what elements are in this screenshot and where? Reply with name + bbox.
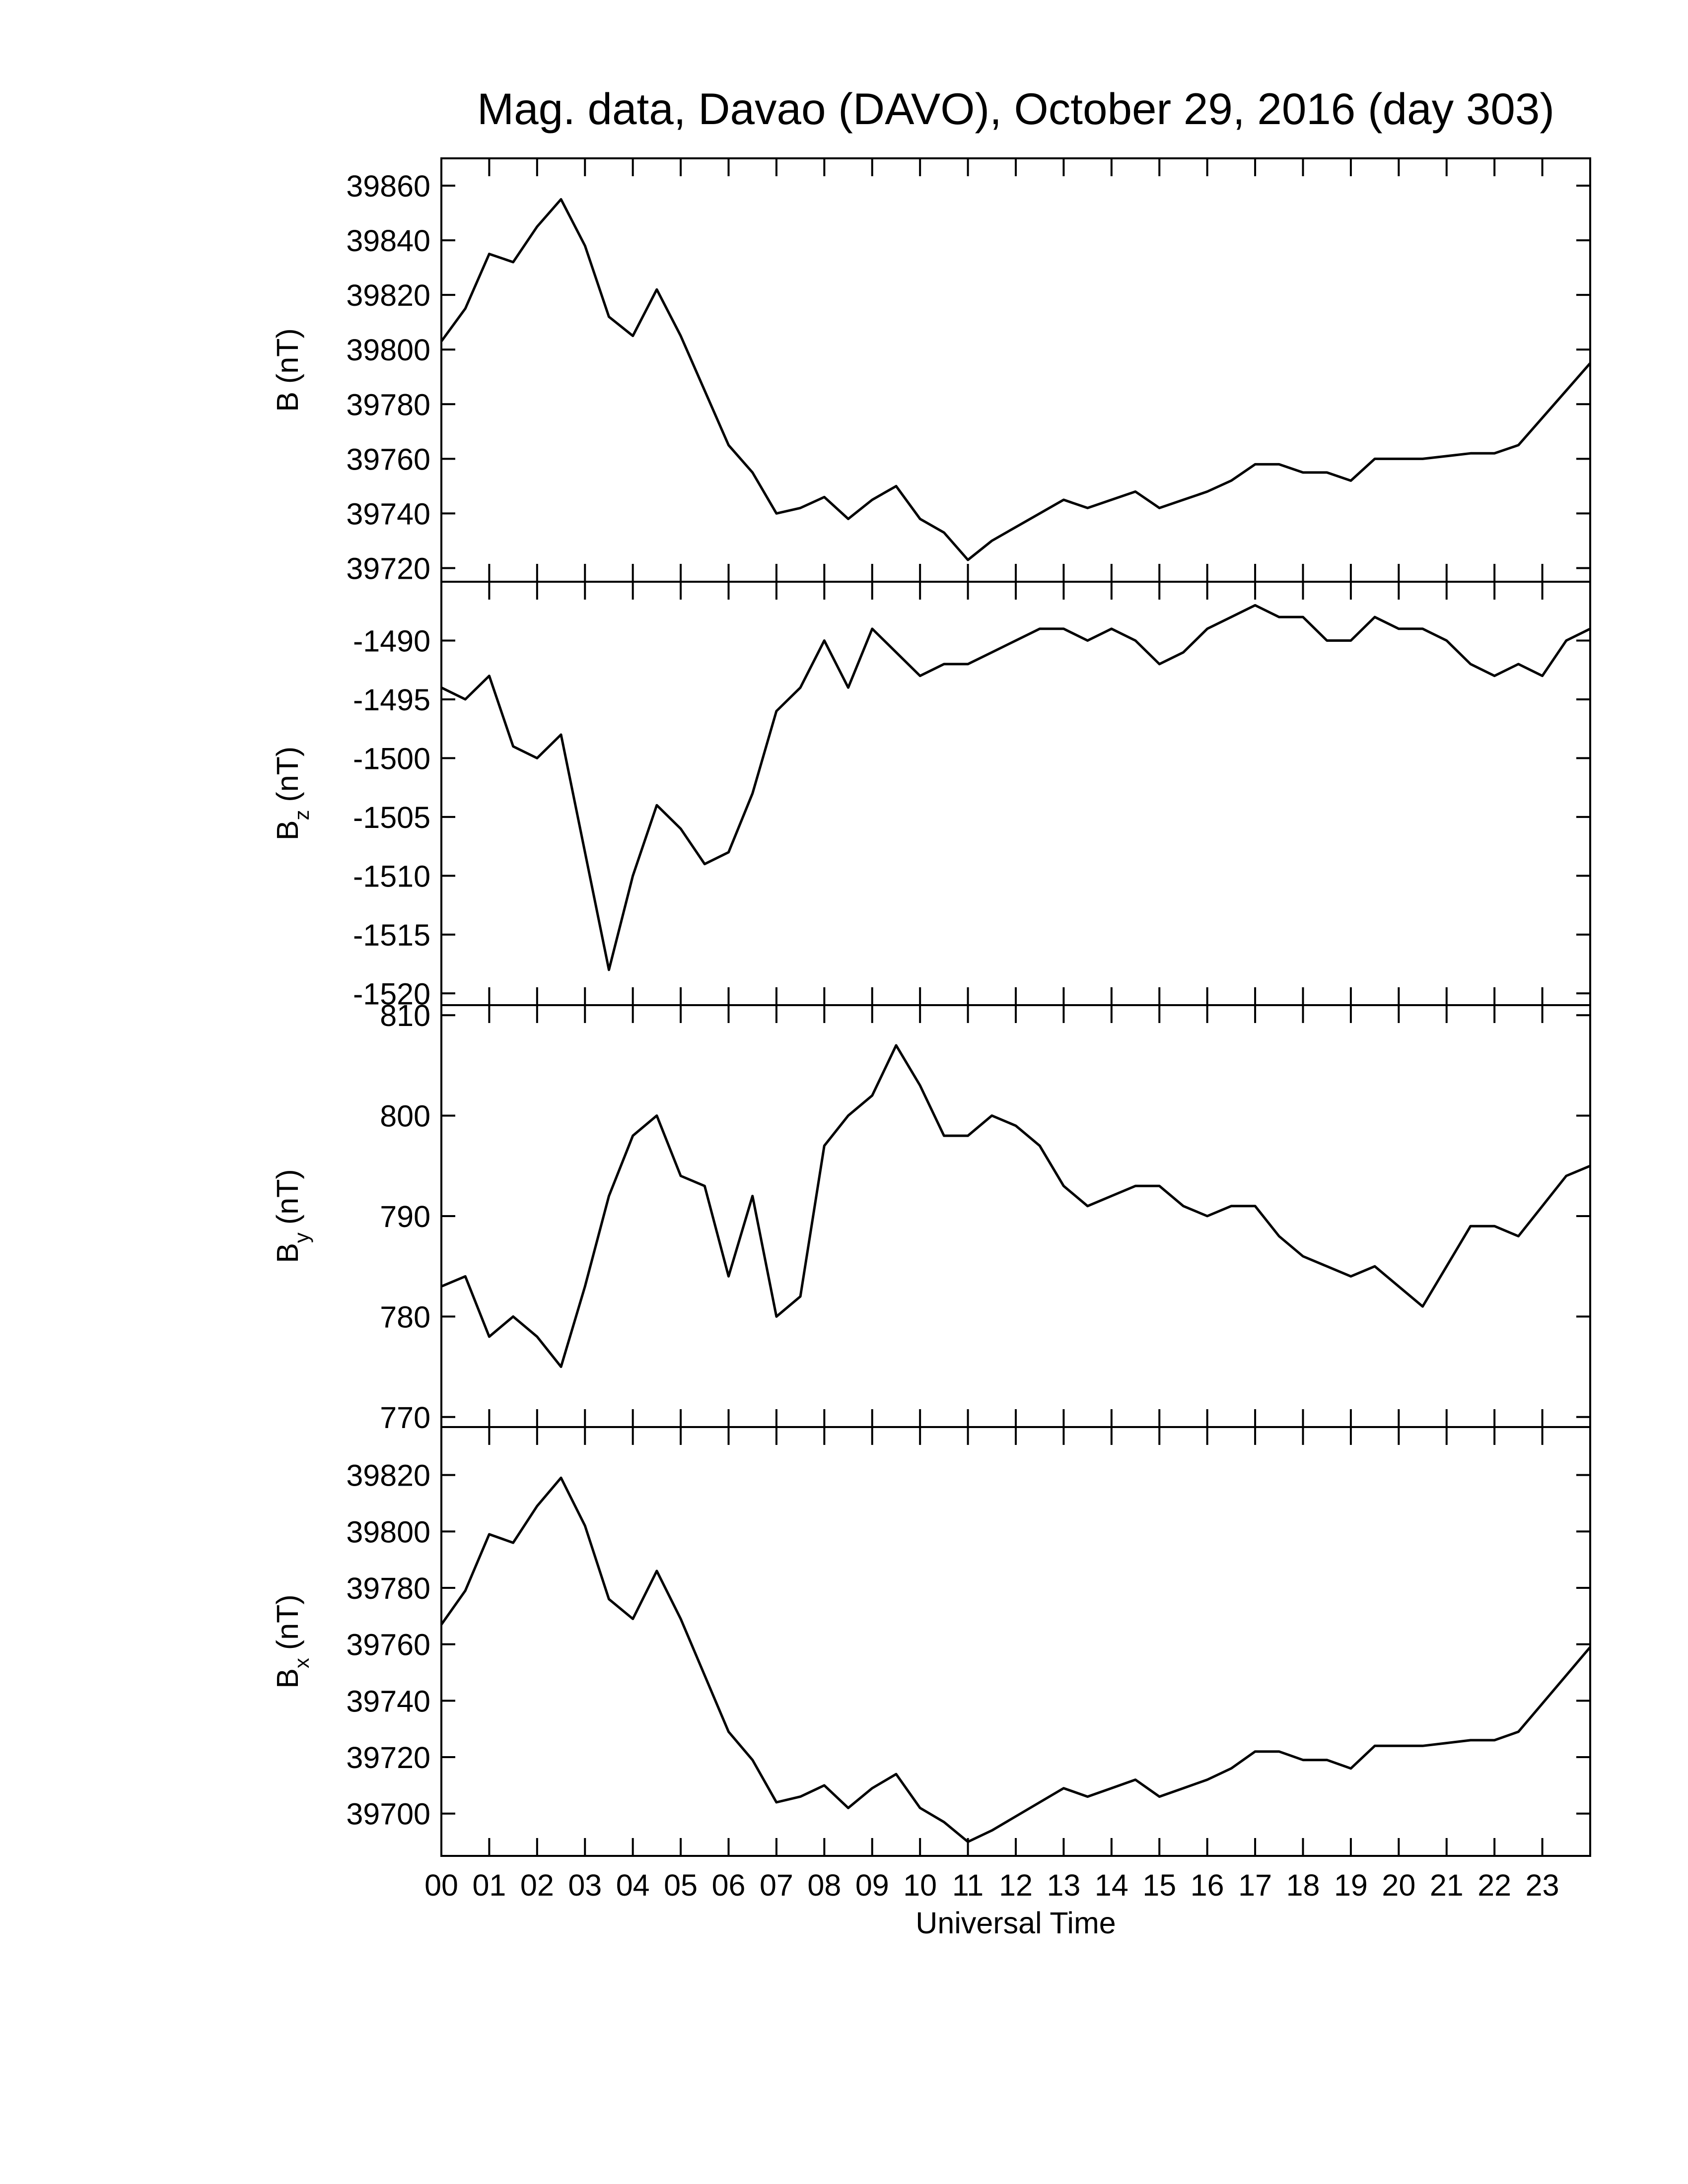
y-label-symbol: B	[271, 1243, 304, 1263]
y-label-unit: (nT)	[271, 1594, 304, 1650]
y-axis-label: B (nT)	[271, 328, 304, 412]
y-axis-label: Bz (nT)	[271, 747, 313, 841]
x-tick-label: 12	[999, 1868, 1033, 1902]
x-tick-label: 07	[760, 1868, 793, 1902]
y-tick-label: 810	[380, 999, 430, 1032]
y-tick-label: -1520	[353, 977, 430, 1011]
x-tick-label: 14	[1095, 1868, 1128, 1902]
plot-frame	[440, 581, 1591, 1006]
x-tick-label: 06	[712, 1868, 746, 1902]
y-axis-label: By (nT)	[271, 1169, 313, 1263]
x-tick-label: 18	[1286, 1868, 1320, 1902]
y-tick-label: 39840	[346, 224, 430, 258]
x-tick-label: 21	[1430, 1868, 1464, 1902]
x-tick-label: 19	[1334, 1868, 1368, 1902]
y-label-symbol: B	[271, 1668, 304, 1689]
y-tick-label: 39720	[346, 1741, 430, 1774]
y-label-symbol: B	[271, 392, 304, 412]
x-tick-label: 11	[952, 1868, 984, 1902]
y-tick-label: -1505	[353, 801, 430, 834]
y-tick-label: 39760	[346, 442, 430, 476]
x-tick-label: 03	[568, 1868, 602, 1902]
y-label-symbol: B	[271, 820, 304, 841]
y-tick-label: -1515	[353, 918, 430, 952]
x-tick-label: 20	[1382, 1868, 1415, 1902]
y-tick-label: 790	[380, 1200, 430, 1233]
y-tick-label: 780	[380, 1300, 430, 1334]
plot-frame	[440, 157, 1591, 583]
y-label-unit: (nT)	[271, 747, 304, 802]
x-tick-label: 05	[664, 1868, 698, 1902]
y-tick-label: 800	[380, 1099, 430, 1133]
y-tick-label: 39820	[346, 1459, 430, 1493]
y-tick-label: -1500	[353, 742, 430, 775]
x-tick-label: 02	[520, 1868, 554, 1902]
y-axis-label: Bx (nT)	[271, 1594, 313, 1689]
y-tick-label: -1510	[353, 859, 430, 893]
y-label-unit: (nT)	[271, 328, 304, 384]
x-tick-label: 23	[1526, 1868, 1559, 1902]
y-tick-label: 39800	[346, 333, 430, 367]
plot-frame	[440, 1426, 1591, 1857]
data-line	[440, 1476, 1591, 1843]
y-tick-label: 39700	[346, 1797, 430, 1831]
data-line	[440, 198, 1591, 561]
y-tick-label: -1490	[353, 624, 430, 658]
y-tick-label: 39780	[346, 388, 430, 421]
x-tick-label: 00	[424, 1868, 458, 1902]
data-line	[441, 1044, 1591, 1368]
y-tick-label: 39780	[346, 1571, 430, 1605]
y-tick-label: 39740	[346, 1684, 430, 1718]
y-label-subscript: x	[290, 1658, 313, 1668]
x-tick-label: 04	[616, 1868, 650, 1902]
x-tick-label: 09	[855, 1868, 889, 1902]
y-label-unit: (nT)	[271, 1169, 304, 1225]
x-axis-label: Universal Time	[915, 1906, 1116, 1940]
y-tick-label: 39760	[346, 1628, 430, 1662]
y-tick-label: 39860	[346, 169, 430, 203]
y-tick-label: 39820	[346, 278, 430, 312]
y-label-subscript: z	[290, 810, 313, 820]
y-tick-label: 39800	[346, 1515, 430, 1549]
chart-title: Mag. data, Davao (DAVO), October 29, 201…	[477, 84, 1554, 134]
x-tick-label: 13	[1047, 1868, 1080, 1902]
y-tick-label: 39720	[346, 551, 430, 585]
x-tick-label: 01	[472, 1868, 506, 1902]
x-tick-label: 08	[807, 1868, 841, 1902]
plot-frame	[440, 1004, 1591, 1428]
y-tick-label: 770	[380, 1401, 430, 1434]
x-tick-label: 17	[1238, 1868, 1272, 1902]
x-tick-label: 15	[1142, 1868, 1176, 1902]
x-tick-label: 22	[1477, 1868, 1511, 1902]
y-tick-label: 39740	[346, 497, 430, 531]
x-tick-label: 10	[903, 1868, 937, 1902]
x-tick-label: 16	[1191, 1868, 1224, 1902]
y-tick-label: -1495	[353, 683, 430, 717]
data-line	[440, 604, 1591, 971]
y-label-subscript: y	[290, 1232, 313, 1243]
